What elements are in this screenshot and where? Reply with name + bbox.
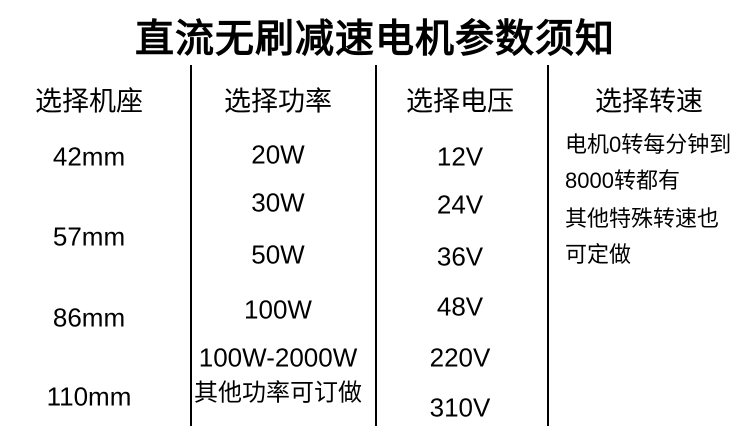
power-option: 100W-2000W xyxy=(198,342,358,373)
column-divider-2 xyxy=(375,65,377,426)
column-header-frame-size: 选择机座 xyxy=(35,86,143,117)
power-custom-note: 其他功率可订做 xyxy=(194,379,362,407)
frame-size-option: 57mm xyxy=(52,221,126,252)
speed-note-line: 电机0转每分钟到 xyxy=(565,132,732,157)
power-option: 50W xyxy=(251,239,305,270)
frame-size-option: 86mm xyxy=(52,302,126,333)
page-title: 直流无刷减速电机参数须知 xyxy=(134,18,615,61)
voltage-option: 310V xyxy=(429,392,491,423)
column-divider-3 xyxy=(547,65,549,426)
speed-note-line: 其他特殊转速也 xyxy=(565,206,720,231)
speed-note-line: 8000转都有 xyxy=(565,168,680,193)
column-header-power: 选择功率 xyxy=(224,86,332,117)
voltage-option: 24V xyxy=(436,189,484,220)
voltage-option: 48V xyxy=(436,291,484,322)
column-divider-1 xyxy=(190,65,192,426)
column-header-speed: 选择转速 xyxy=(595,86,703,117)
frame-size-option: 42mm xyxy=(52,141,126,172)
power-option: 100W xyxy=(244,294,312,325)
voltage-option: 220V xyxy=(429,342,491,373)
voltage-option: 36V xyxy=(436,241,484,272)
column-header-voltage: 选择电压 xyxy=(406,86,514,117)
voltage-option: 12V xyxy=(436,141,484,172)
power-option: 20W xyxy=(251,139,305,170)
speed-note-line: 可定做 xyxy=(565,242,632,267)
power-option: 30W xyxy=(251,187,305,218)
frame-size-option: 110mm xyxy=(46,381,132,412)
